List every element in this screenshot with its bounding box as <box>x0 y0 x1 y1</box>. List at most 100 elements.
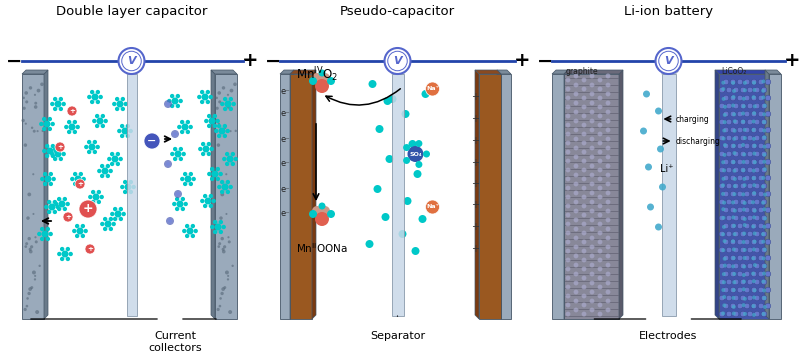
Circle shape <box>54 101 62 107</box>
Circle shape <box>198 147 202 151</box>
Circle shape <box>574 253 578 258</box>
Circle shape <box>38 265 41 267</box>
Circle shape <box>598 195 602 200</box>
Circle shape <box>590 253 594 258</box>
Circle shape <box>762 145 766 149</box>
Circle shape <box>566 312 570 317</box>
Text: V: V <box>127 56 136 66</box>
Circle shape <box>726 199 732 205</box>
Circle shape <box>47 200 51 204</box>
Circle shape <box>598 177 602 182</box>
Text: +: + <box>471 92 479 102</box>
Circle shape <box>598 230 602 236</box>
Circle shape <box>752 279 756 283</box>
Circle shape <box>574 244 578 250</box>
Circle shape <box>42 117 46 121</box>
Circle shape <box>74 176 82 182</box>
Circle shape <box>590 271 594 276</box>
Circle shape <box>200 90 204 94</box>
Circle shape <box>645 163 652 171</box>
Circle shape <box>84 145 89 149</box>
Circle shape <box>231 265 234 267</box>
Circle shape <box>102 168 109 174</box>
Circle shape <box>110 162 114 166</box>
Circle shape <box>762 95 766 99</box>
Circle shape <box>753 144 757 148</box>
Circle shape <box>34 236 37 238</box>
Circle shape <box>754 151 760 157</box>
Circle shape <box>732 272 736 276</box>
Circle shape <box>733 177 737 181</box>
Circle shape <box>22 119 25 122</box>
Circle shape <box>742 248 746 252</box>
Circle shape <box>753 263 757 267</box>
Circle shape <box>369 80 377 88</box>
Circle shape <box>60 247 64 251</box>
Circle shape <box>218 305 222 307</box>
Circle shape <box>189 172 193 176</box>
Circle shape <box>176 192 180 196</box>
Circle shape <box>582 104 586 109</box>
Circle shape <box>590 92 594 97</box>
Circle shape <box>730 271 736 277</box>
Circle shape <box>742 208 746 211</box>
Circle shape <box>734 103 739 109</box>
Circle shape <box>182 123 189 131</box>
Circle shape <box>414 170 422 178</box>
Circle shape <box>606 253 610 258</box>
Circle shape <box>574 118 578 123</box>
Circle shape <box>189 182 193 186</box>
Circle shape <box>726 295 732 301</box>
Circle shape <box>51 177 56 181</box>
Circle shape <box>111 222 116 226</box>
Circle shape <box>766 239 770 245</box>
Text: graphite: graphite <box>566 67 598 76</box>
Circle shape <box>726 279 732 285</box>
Circle shape <box>730 159 736 165</box>
Text: e⁻: e⁻ <box>280 109 290 118</box>
Circle shape <box>754 119 760 125</box>
Circle shape <box>115 107 119 111</box>
Circle shape <box>598 95 602 101</box>
Circle shape <box>762 264 766 268</box>
Circle shape <box>566 168 570 173</box>
Circle shape <box>751 159 757 165</box>
Circle shape <box>93 140 97 144</box>
Circle shape <box>762 295 766 301</box>
Circle shape <box>45 176 51 182</box>
Text: −: − <box>265 51 281 70</box>
Circle shape <box>222 225 226 229</box>
Circle shape <box>327 77 335 85</box>
Circle shape <box>126 124 130 128</box>
Circle shape <box>220 102 225 106</box>
Circle shape <box>598 204 602 209</box>
Circle shape <box>62 102 66 106</box>
Circle shape <box>734 295 739 301</box>
Circle shape <box>606 244 610 250</box>
Circle shape <box>32 270 36 274</box>
Circle shape <box>57 197 62 201</box>
Circle shape <box>733 129 737 133</box>
Circle shape <box>25 242 28 245</box>
Circle shape <box>110 212 114 216</box>
Circle shape <box>754 247 760 253</box>
Circle shape <box>77 228 83 234</box>
Circle shape <box>722 257 726 261</box>
Circle shape <box>110 152 114 156</box>
Circle shape <box>81 234 85 238</box>
Circle shape <box>87 140 91 144</box>
Circle shape <box>227 102 230 105</box>
Circle shape <box>225 162 230 166</box>
Polygon shape <box>497 70 511 74</box>
Circle shape <box>606 154 610 159</box>
Circle shape <box>744 255 750 261</box>
Circle shape <box>40 227 44 231</box>
Circle shape <box>762 296 766 300</box>
Circle shape <box>734 263 739 269</box>
Circle shape <box>37 130 38 132</box>
Circle shape <box>766 159 770 165</box>
Circle shape <box>178 99 183 103</box>
Text: −: − <box>6 51 22 70</box>
Circle shape <box>574 136 578 141</box>
Circle shape <box>226 190 230 194</box>
